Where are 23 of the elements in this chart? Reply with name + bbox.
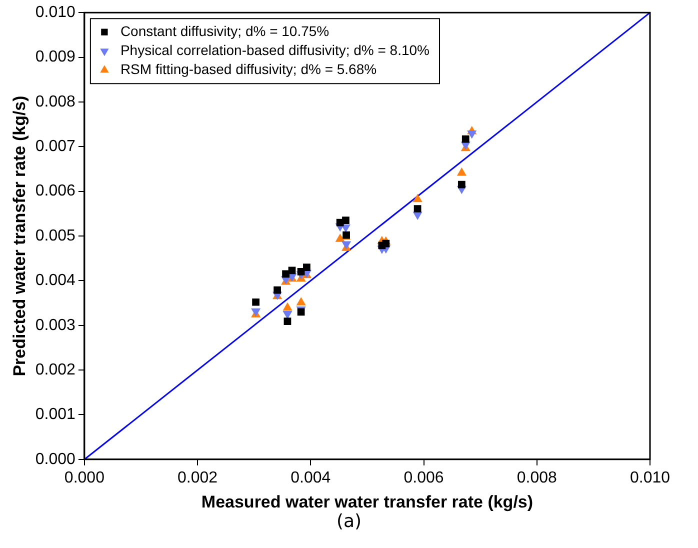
y-tick-label: 0.003	[35, 316, 76, 334]
y-tick-label: 0.005	[35, 227, 76, 244]
y-tick-label: 0.008	[35, 93, 76, 110]
y-tick-label: 0.006	[35, 182, 76, 200]
x-tick-label: 0.010	[630, 469, 670, 486]
y-tick-label: 0.002	[35, 361, 76, 378]
y-tick-label: 0.009	[35, 48, 76, 66]
x-tick-label: 0.008	[516, 469, 558, 486]
y-tick-label: 0.010	[35, 4, 76, 22]
legend-label: Physical correlation-based diffusivity; d% = 8.10%	[120, 42, 430, 58]
x-axis-title: Measured water water transfer rate (kg/s)	[201, 492, 534, 512]
y-tick-label: 0.007	[35, 138, 76, 156]
legend-label: Constant diffusivity; d% = 10.75%	[120, 22, 330, 39]
y-tick-label: 0.000	[35, 450, 76, 468]
y-tick-label: 0.004	[35, 272, 76, 290]
text: (a)	[335, 511, 363, 532]
legend-label: RSM fitting-based diffusivity; d% = 5.68%	[120, 60, 377, 77]
y-tick-label: 0.001	[35, 406, 76, 424]
x-tick-label: 0.000	[64, 469, 105, 486]
y-axis-title: Predicted water transfer rate (kg/s)	[10, 96, 29, 376]
x-tick-label: 0.002	[178, 469, 218, 486]
x-tick-label: 0.006	[404, 469, 444, 486]
x-tick-label: 0.004	[290, 469, 331, 486]
